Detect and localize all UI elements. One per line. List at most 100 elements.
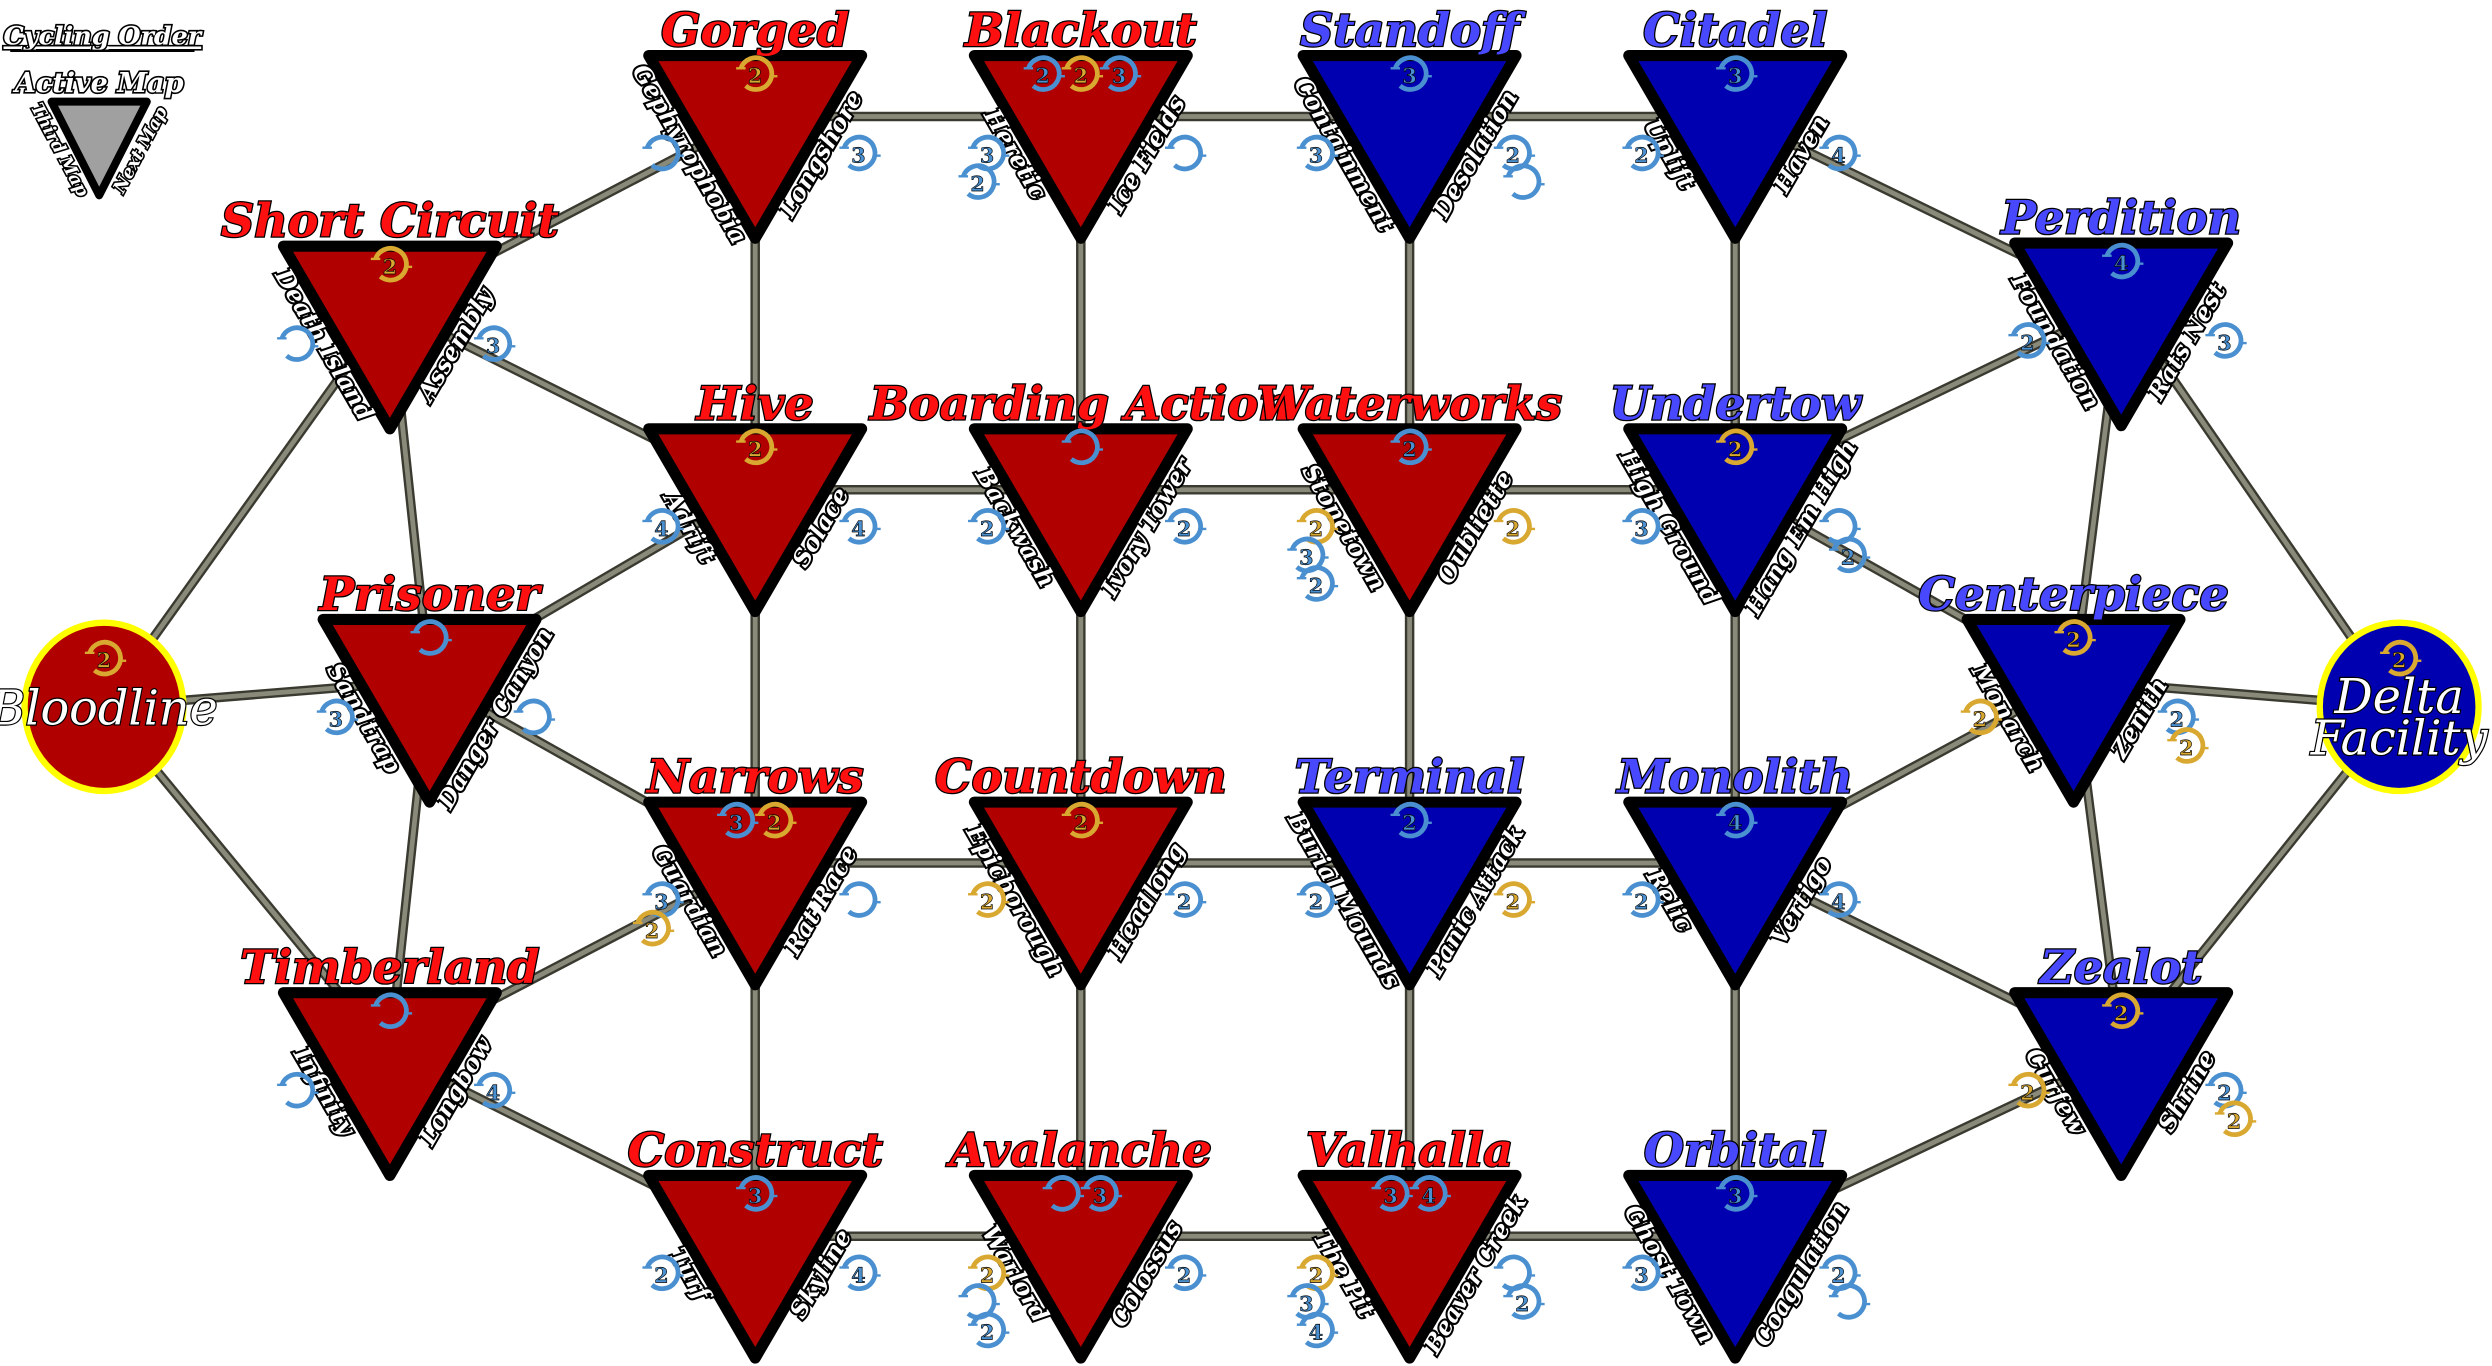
- halo-logo-icon: 4: [1716, 801, 1758, 839]
- halo-ring-icon: [1299, 881, 1335, 918]
- third-map-game-icon: 3: [1287, 536, 1329, 574]
- third-map-game-icon: 2: [632, 909, 675, 947]
- halo-version-number: 2: [1036, 64, 1050, 88]
- endpoint-label: Facility: [2310, 711, 2489, 766]
- halo-version-number: 4: [1421, 1184, 1435, 1208]
- halo-ring-icon: [1718, 428, 1755, 466]
- next-map-game-icon: 2: [1164, 508, 1207, 545]
- halo-version-number: 2: [1309, 574, 1323, 598]
- halo-version-number: 4: [1831, 890, 1845, 914]
- endpoint-bloodline[interactable]: 2 Bloodline: [0, 619, 219, 795]
- halo-logo-icon: [1042, 1175, 1084, 1212]
- third-map-game-icon: 2: [2008, 1071, 2050, 1109]
- next-map-game-icon: 4: [839, 1254, 881, 1292]
- halo-version-number: 2: [970, 172, 984, 196]
- halo-ring-icon: [2217, 1100, 2253, 1137]
- halo-version-number: 2: [748, 438, 762, 462]
- map-triangle[interactable]: [968, 1169, 1193, 1364]
- map-title: Citadel: [1643, 3, 1827, 57]
- halo-logo-icon: 2: [1390, 801, 1432, 839]
- legend-active-map: Active Map: [12, 68, 184, 99]
- halo-version-number: 2: [980, 1263, 994, 1287]
- halo-version-number: 2: [1634, 890, 1648, 914]
- halo-ring-icon: [1374, 1175, 1410, 1212]
- halo-ring-icon: [644, 134, 681, 172]
- halo-version-number: 4: [1831, 144, 1845, 168]
- halo-version-number: 2: [2217, 1081, 2231, 1105]
- halo-ring-icon: [279, 1071, 316, 1109]
- halo-version-number: 2: [2114, 1001, 2128, 1025]
- map-title: Undertow: [1610, 376, 1862, 430]
- endpoint-circle[interactable]: [21, 619, 187, 795]
- halo-version-number: 3: [2217, 331, 2231, 355]
- third-map-game-icon: 2: [1296, 565, 1339, 602]
- next-map-game-icon: 4: [1819, 881, 1861, 918]
- halo-version-number: 2: [1973, 708, 1987, 732]
- halo-version-number: 4: [1309, 1321, 1323, 1345]
- halo-ring-icon: [2104, 992, 2141, 1029]
- halo-version-number: 2: [1177, 890, 1191, 914]
- endpoint-circle[interactable]: [2316, 619, 2482, 795]
- halo-ring-icon: [1505, 163, 1542, 200]
- third-map-game-icon: [277, 1071, 319, 1109]
- halo-version-number: 2: [2227, 1109, 2241, 1133]
- map-title: Narrows: [645, 750, 864, 804]
- third-map-game-icon: 3: [1622, 1254, 1664, 1292]
- halo-ring-icon: [1393, 801, 1429, 839]
- halo-ring-icon: [2010, 322, 2047, 359]
- next-map-game-icon: 2: [2167, 727, 2209, 764]
- halo-ring-icon: [1831, 1283, 1867, 1320]
- halo-ring-icon: [1505, 1283, 1542, 1320]
- map-triangle[interactable]: [643, 796, 868, 991]
- halo-logo-icon: 3: [717, 801, 759, 839]
- third-map-game-icon: 2: [1960, 698, 2003, 736]
- halo-ring-icon: [476, 1071, 513, 1109]
- map-title: Blackout: [963, 3, 1197, 57]
- halo-version-number: 2: [1074, 811, 1088, 835]
- halo-logo-icon: 3: [1080, 1175, 1123, 1212]
- map-title: Hive: [695, 376, 814, 430]
- halo-ring-icon: [757, 801, 794, 839]
- next-map-game-icon: 4: [839, 508, 881, 545]
- halo-ring-icon: [1167, 134, 1203, 172]
- halo-logo-icon: 2: [1061, 55, 1104, 92]
- halo-ring-icon: [2104, 242, 2141, 280]
- halo-version-number: 2: [1309, 890, 1323, 914]
- halo-ring-icon: [841, 134, 878, 172]
- legend-triangle: [47, 97, 151, 200]
- halo-version-number: 2: [1515, 1292, 1529, 1316]
- halo-logo-icon: 2: [1390, 428, 1432, 466]
- halo-logo-icon: 2: [1716, 428, 1758, 466]
- halo-ring-icon: [413, 619, 449, 656]
- map-title: Valhalla: [1306, 1123, 1513, 1177]
- halo-ring-icon: [970, 1311, 1007, 1349]
- halo-version-number: 3: [980, 144, 994, 168]
- halo-version-number: 4: [1728, 811, 1742, 835]
- map-title: Monolith: [1615, 750, 1853, 804]
- halo-ring-icon: [841, 508, 878, 545]
- third-map-game-icon: 2: [968, 1311, 1010, 1349]
- map-triangle[interactable]: [1297, 1169, 1522, 1364]
